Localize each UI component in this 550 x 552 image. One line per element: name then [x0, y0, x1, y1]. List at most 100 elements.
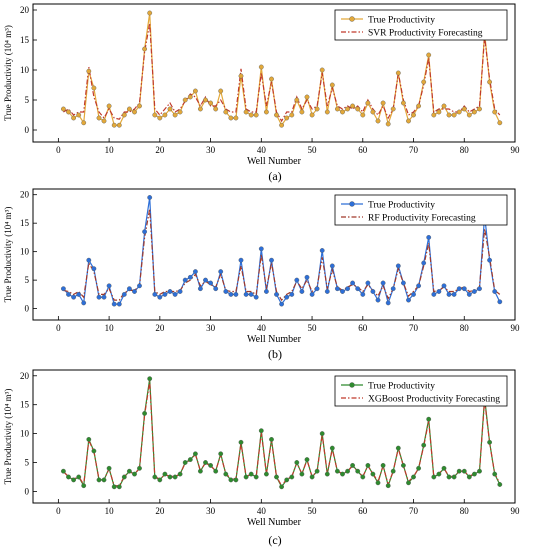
data-point [309, 474, 315, 480]
data-point [431, 474, 437, 480]
legend-label-true: True Productivity [368, 16, 435, 26]
y-tick-label: 5 [25, 458, 30, 468]
data-point [299, 109, 305, 115]
data-point [152, 112, 158, 118]
data-point [142, 46, 148, 52]
data-point [116, 122, 122, 128]
data-point [132, 471, 137, 477]
data-point [76, 112, 82, 118]
data-point [192, 88, 198, 94]
data-point [461, 468, 467, 474]
data-point [96, 477, 102, 483]
x-tick-label: 0 [56, 323, 61, 333]
chart-panel-b: 0 10 20 30 40 50 60 70 80 90 0 5 10 15 20 Well Number Tr… [3, 188, 521, 361]
x-tick-label: 40 [257, 506, 267, 516]
data-point [243, 474, 249, 480]
data-point [370, 289, 376, 294]
x-tick-label: 20 [155, 323, 165, 333]
x-tick-label: 90 [511, 145, 521, 155]
data-point [279, 122, 284, 128]
data-point [340, 289, 345, 294]
data-point [492, 109, 498, 115]
data-point [269, 436, 274, 442]
data-point [248, 471, 254, 477]
data-point [334, 468, 340, 474]
data-point [137, 103, 142, 109]
legend-label-true: True Productivity [368, 201, 435, 211]
data-point [304, 94, 310, 100]
data-point [380, 100, 386, 106]
data-point [187, 274, 193, 280]
x-tick-label: 30 [206, 506, 216, 516]
data-point [61, 106, 66, 112]
data-point [426, 234, 432, 240]
data-point [86, 257, 92, 263]
legend-box [334, 375, 508, 407]
data-point [421, 260, 427, 266]
data-point [192, 451, 198, 457]
y-tick-label: 10 [20, 429, 30, 439]
data-point [274, 291, 279, 297]
x-tick-label: 70 [409, 145, 419, 155]
x-tick-label: 10 [105, 506, 115, 516]
data-point [492, 289, 498, 294]
data-point [385, 483, 391, 489]
x-tick-label: 90 [511, 506, 521, 516]
data-point [441, 103, 447, 109]
data-point [126, 106, 132, 112]
data-point [71, 294, 77, 300]
x-axis-label: Well Number [247, 517, 302, 528]
data-point [274, 112, 279, 118]
data-point [71, 477, 77, 483]
data-point [416, 465, 421, 471]
data-point [111, 122, 117, 128]
data-point [86, 68, 92, 74]
data-point [279, 301, 284, 307]
data-point [431, 112, 437, 118]
data-point [421, 442, 427, 448]
data-point [96, 294, 102, 300]
data-point [360, 291, 366, 297]
data-point [269, 257, 274, 263]
y-tick-label: 20 [20, 190, 30, 200]
x-tick-label: 90 [511, 323, 521, 333]
data-point [284, 294, 290, 300]
data-point [334, 286, 340, 292]
legend-box [334, 194, 508, 226]
data-point [132, 289, 137, 294]
data-point [416, 283, 421, 289]
y-tick-label: 10 [20, 247, 30, 257]
data-point [111, 484, 117, 490]
data-point [385, 121, 391, 127]
data-point [395, 445, 401, 451]
data-point [263, 471, 269, 477]
data-point [400, 100, 406, 106]
data-point [345, 468, 350, 474]
data-point [101, 294, 107, 300]
x-axis-label: Well Number [247, 156, 302, 167]
x-tick-label: 0 [56, 506, 61, 516]
data-point [187, 457, 193, 462]
data-point [213, 106, 219, 112]
data-point [86, 436, 92, 442]
data-point [426, 416, 432, 422]
data-point [284, 115, 290, 121]
x-tick-label: 60 [358, 506, 368, 516]
data-point [456, 468, 462, 474]
data-point [355, 286, 361, 292]
data-point [147, 376, 153, 382]
data-point [451, 112, 457, 118]
y-tick-label: 20 [20, 371, 30, 381]
data-point [167, 106, 173, 112]
data-point [132, 109, 137, 115]
data-point [350, 462, 355, 468]
x-tick-label: 50 [308, 506, 318, 516]
data-point [172, 474, 178, 480]
data-point [81, 483, 87, 489]
data-point [380, 280, 386, 286]
data-point [96, 115, 102, 121]
x-tick-label: 20 [155, 506, 165, 516]
data-point [446, 474, 452, 480]
data-point [350, 280, 355, 286]
data-point [431, 291, 437, 297]
